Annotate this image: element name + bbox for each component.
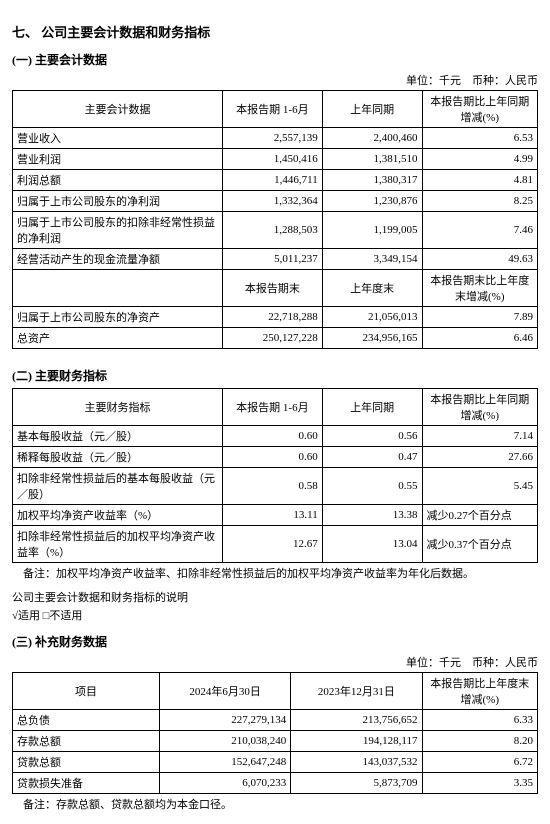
section2-desc: 公司主要会计数据和财务指标的说明 (12, 589, 538, 605)
t3-h1: 2024年6月30日 (160, 673, 291, 710)
t2-h1: 本报告期 1-6月 (223, 389, 323, 426)
t1-h0: 主要会计数据 (13, 91, 223, 128)
t2-h2: 上年同期 (322, 389, 422, 426)
t3-h2: 2023年12月31日 (291, 673, 422, 710)
table-row: 扣除非经常性损益后的基本每股收益（元／股）0.580.555.45 (13, 468, 538, 505)
table-row: 总资产250,127,228234,956,1656.46 (13, 328, 538, 349)
table-financial-indicators: 主要财务指标 本报告期 1-6月 上年同期 本报告期比上年同期增减(%) 基本每… (12, 388, 538, 563)
table-row: 扣除非经常性损益后的加权平均净资产收益率（%）12.6713.04减少0.37个… (13, 526, 538, 563)
table-row: 营业收入2,557,1392,400,4606.53 (13, 128, 538, 149)
t2-h0: 主要财务指标 (13, 389, 223, 426)
t1b-h0 (13, 270, 223, 307)
section2-checkbox: √适用 □不适用 (12, 607, 538, 623)
table-supplementary: 项目 2024年6月30日 2023年12月31日 本报告期比上年度末增减(%)… (12, 672, 538, 794)
section3-title: (三) 补充财务数据 (12, 633, 538, 650)
t3-h3: 本报告期比上年度末增减(%) (422, 673, 538, 710)
section2-note: 备注：加权平均净资产收益率、扣除非经常性损益后的加权平均净资产收益率为年化后数据… (12, 565, 538, 581)
table-row: 归属于上市公司股东的净资产22,718,28821,056,0137.89 (13, 307, 538, 328)
table-row: 基本每股收益（元／股）0.600.567.14 (13, 426, 538, 447)
section3-note: 备注：存款总额、贷款总额均为本金口径。 (12, 796, 538, 812)
t1-h2: 上年同期 (322, 91, 422, 128)
table-row: 利润总额1,446,7111,380,3174.81 (13, 170, 538, 191)
table-row: 贷款总额152,647,248143,037,5326.72 (13, 752, 538, 773)
table-row: 归属于上市公司股东的净利润1,332,3641,230,8768.25 (13, 191, 538, 212)
t3-h0: 项目 (13, 673, 160, 710)
table-row: 归属于上市公司股东的扣除非经常性损益的净利润1,288,5031,199,005… (13, 212, 538, 249)
table-accounting-data: 主要会计数据 本报告期 1-6月 上年同期 本报告期比上年同期增减(%) 营业收… (12, 90, 538, 349)
section3-unit: 单位：千元 币种：人民币 (12, 654, 538, 670)
t1b-h3: 本报告期末比上年度末增减(%) (422, 270, 538, 307)
t1-h1: 本报告期 1-6月 (223, 91, 323, 128)
table-row: 营业利润1,450,4161,381,5104.99 (13, 149, 538, 170)
t1-h3: 本报告期比上年同期增减(%) (422, 91, 538, 128)
table-row: 稀释每股收益（元／股）0.600.4727.66 (13, 447, 538, 468)
table-row: 加权平均净资产收益率（%）13.1113.38减少0.27个百分点 (13, 505, 538, 526)
main-heading: 七、 公司主要会计数据和财务指标 (12, 22, 538, 41)
t1b-h1: 本报告期末 (223, 270, 323, 307)
table-row: 存款总额210,038,240194,128,1178.20 (13, 731, 538, 752)
section1-unit: 单位：千元 币种：人民币 (12, 72, 538, 88)
t1b-h2: 上年度末 (322, 270, 422, 307)
section1-title: (一) 主要会计数据 (12, 51, 538, 68)
table-row: 总负债227,279,134213,756,6526.33 (13, 710, 538, 731)
t2-h3: 本报告期比上年同期增减(%) (422, 389, 538, 426)
table-row: 贷款损失准备6,070,2335,873,7093.35 (13, 773, 538, 794)
section2-title: (二) 主要财务指标 (12, 367, 538, 384)
table-row: 经营活动产生的现金流量净额5,011,2373,349,15449.63 (13, 249, 538, 270)
